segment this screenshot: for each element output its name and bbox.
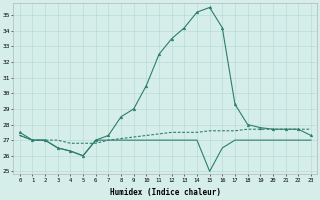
X-axis label: Humidex (Indice chaleur): Humidex (Indice chaleur): [110, 188, 221, 197]
